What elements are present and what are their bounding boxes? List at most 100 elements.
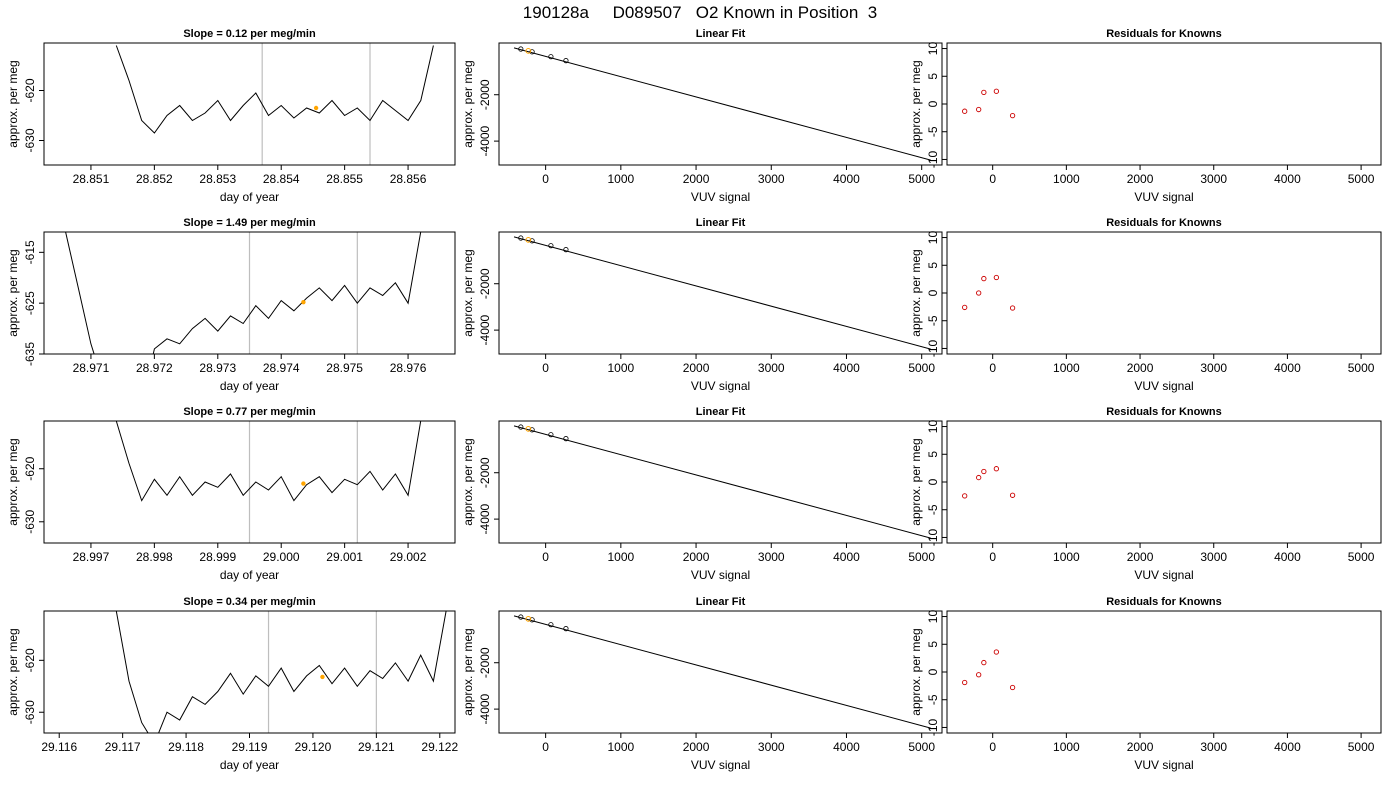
x-tick-label: 28.855: [326, 172, 363, 186]
x-tick-label: 29.118: [168, 740, 204, 754]
panel-row3-time: Slope = 0.77 per meg/min day of year appro…: [6, 406, 456, 582]
panel-row2-time: Slope = 1.49 per meg/min day of year appro…: [6, 217, 456, 393]
y-tick-label: -10: [926, 718, 940, 736]
x-tick-label: 28.856: [390, 172, 427, 186]
x-tick-label: 1000: [607, 740, 634, 754]
x-tick-label: 29.002: [390, 550, 427, 564]
y-tick-label: -2000: [478, 79, 492, 110]
x-tick-label: 0: [542, 172, 549, 186]
fit-line: [513, 236, 931, 350]
x-axis-label: VUV signal: [1134, 190, 1193, 204]
x-tick-label: 0: [542, 361, 549, 375]
plot-area: [962, 88, 1016, 119]
y-tick-label: 0: [926, 100, 940, 107]
x-tick-label: 29.119: [232, 740, 268, 754]
x-axis-label: day of year: [220, 568, 279, 582]
panel-title: Linear Fit: [696, 406, 746, 418]
plot-area: [962, 649, 1016, 691]
x-tick-label: 3000: [1200, 550, 1227, 564]
plot-area: [65, 232, 422, 354]
plot-area: [115, 611, 447, 733]
known-point: [518, 235, 524, 241]
x-tick-label: 2000: [683, 550, 710, 564]
plot-frame: [43, 231, 456, 355]
y-tick-label: 5: [926, 451, 940, 458]
known-point: [529, 617, 535, 623]
plot-frame: [43, 42, 456, 166]
x-tick-label: 4000: [1274, 172, 1301, 186]
y-tick-label: 5: [926, 641, 940, 648]
x-tick-label: 0: [989, 361, 996, 375]
plot-frame: [43, 420, 456, 544]
y-tick-label: -630: [23, 128, 37, 152]
x-tick-label: 29.000: [263, 550, 300, 564]
x-axis-label: VUV signal: [1134, 568, 1193, 582]
x-axis-label: VUV signal: [691, 190, 750, 204]
y-axis-label: approx. per meg: [909, 438, 923, 525]
y-tick-label: -630: [23, 509, 37, 533]
residual-point: [993, 649, 1000, 655]
x-tick-label: 1000: [1053, 740, 1080, 754]
x-tick-label: 0: [989, 172, 996, 186]
x-tick-label: 2000: [683, 361, 710, 375]
x-tick-label: 28.972: [136, 361, 173, 375]
x-tick-label: 0: [989, 740, 996, 754]
x-axis-label: VUV signal: [691, 568, 750, 582]
residual-point: [981, 659, 987, 666]
y-tick-label: 10: [926, 610, 940, 624]
plot-frame: [946, 420, 1382, 544]
residual-point: [993, 88, 1000, 94]
y-tick-label: -5: [926, 126, 940, 137]
x-tick-label: 4000: [1274, 740, 1301, 754]
known-point: [563, 436, 569, 442]
highlight-point: [301, 299, 306, 305]
x-tick-label: 2000: [1127, 172, 1154, 186]
panel-title: Residuals for Knowns: [1106, 406, 1222, 418]
x-tick-label: 5000: [908, 550, 935, 564]
residual-point: [981, 89, 987, 96]
residual-point: [993, 274, 1000, 281]
x-tick-label: 4000: [1274, 550, 1301, 564]
x-axis-label: VUV signal: [1134, 758, 1193, 772]
y-axis-label: approx. per meg: [909, 60, 923, 147]
highlight-point: [320, 674, 325, 680]
sample-point: [525, 425, 532, 432]
residual-point: [962, 304, 968, 311]
x-tick-label: 1000: [1053, 550, 1080, 564]
x-tick-label: 2000: [1127, 740, 1154, 754]
sample-point: [525, 615, 532, 622]
panel-row2-resid: Residuals for Knowns VUV signal approx. pe…: [909, 217, 1382, 393]
x-tick-label: 1000: [607, 172, 634, 186]
y-axis-label: approx. per meg: [461, 60, 475, 147]
known-point: [518, 424, 524, 430]
x-axis-label: day of year: [220, 379, 279, 393]
fit-line: [513, 47, 931, 161]
plot-area: [513, 235, 931, 350]
known-point: [548, 243, 554, 249]
known-point: [563, 247, 569, 253]
panel-title: Linear Fit: [696, 596, 746, 608]
panel-title: Residuals for Knowns: [1106, 217, 1222, 229]
known-point: [529, 238, 535, 244]
known-point: [518, 614, 524, 620]
known-point: [548, 432, 554, 438]
x-tick-label: 3000: [1200, 172, 1227, 186]
x-tick-label: 5000: [1348, 550, 1375, 564]
y-tick-label: -2000: [478, 268, 492, 299]
x-tick-label: 4000: [833, 361, 860, 375]
x-tick-label: 3000: [758, 172, 785, 186]
panel-row4-resid: Residuals for Knowns VUV signal approx. pe…: [909, 596, 1382, 772]
known-point: [529, 427, 535, 433]
x-tick-label: 5000: [1348, 172, 1375, 186]
x-tick-label: 29.121: [358, 740, 395, 754]
y-tick-label: -5: [926, 504, 940, 515]
residual-point: [976, 290, 982, 296]
plot-area: [115, 43, 434, 165]
fit-line: [513, 615, 931, 729]
residual-point: [962, 679, 968, 686]
x-tick-label: 5000: [908, 361, 935, 375]
x-tick-label: 5000: [908, 740, 935, 754]
